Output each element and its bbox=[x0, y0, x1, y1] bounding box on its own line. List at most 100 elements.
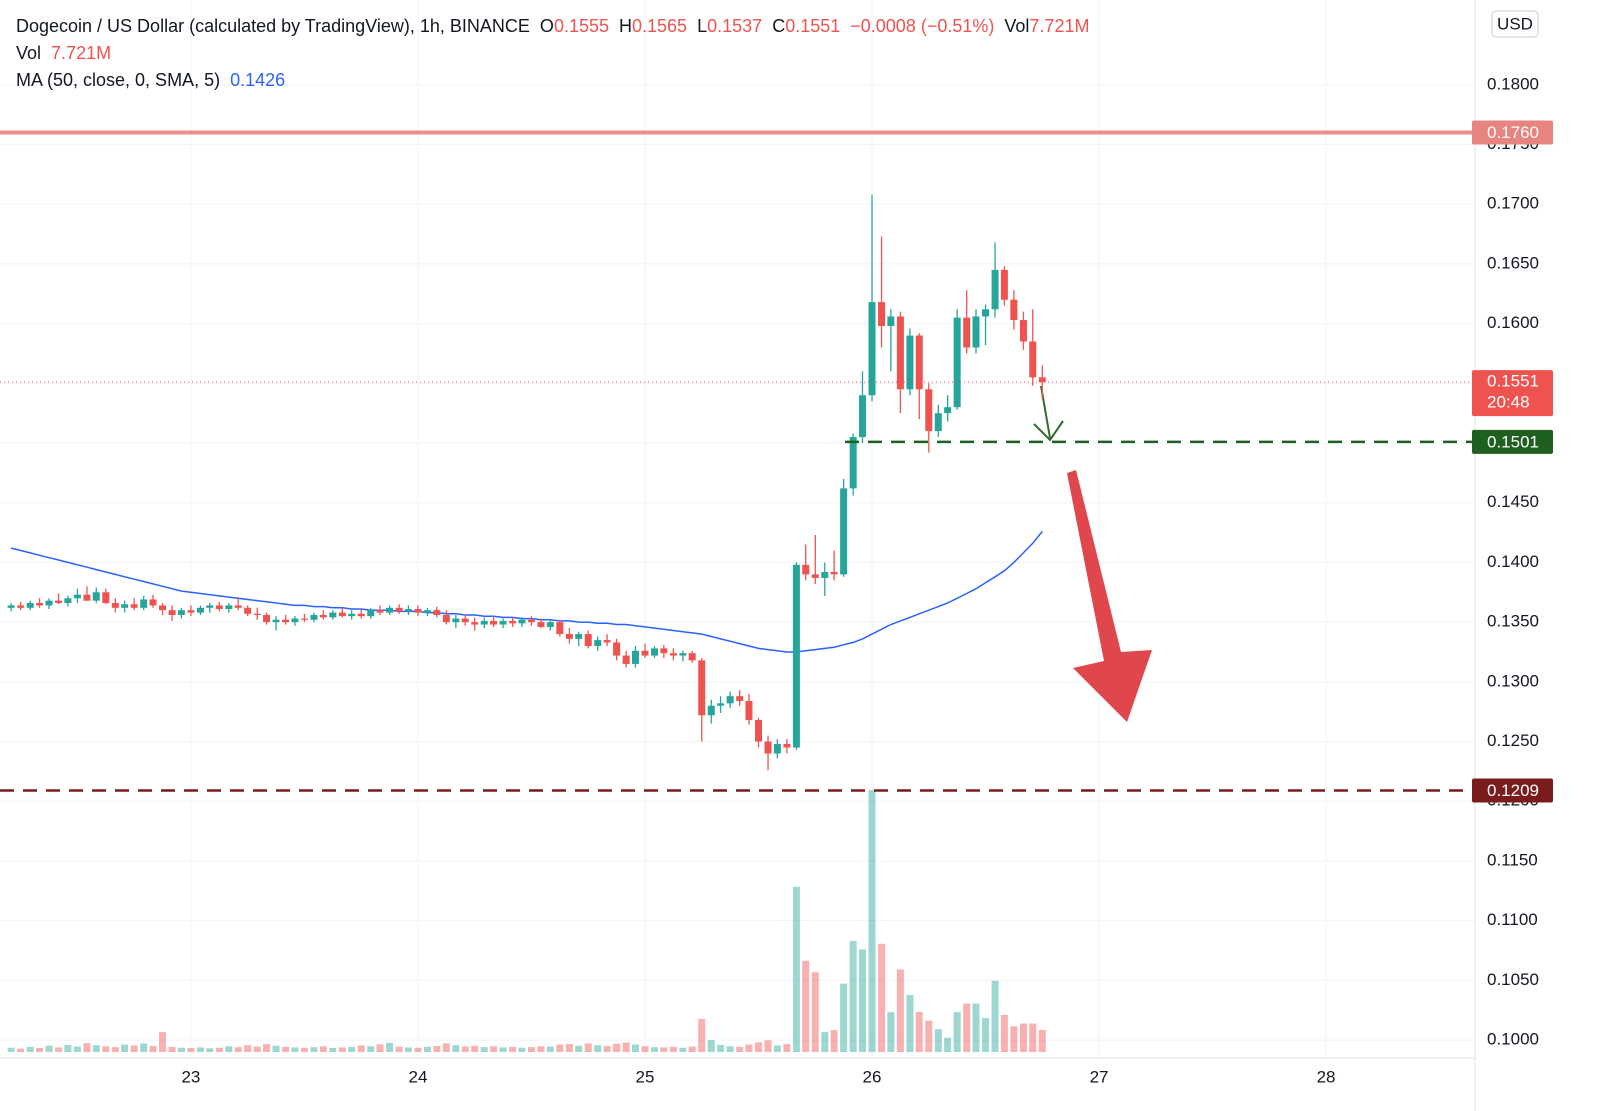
candle-body bbox=[896, 316, 904, 390]
volume-bar bbox=[130, 1045, 138, 1052]
candle-body bbox=[925, 389, 933, 432]
volume-bar bbox=[972, 1003, 980, 1052]
volume-bar bbox=[244, 1045, 252, 1052]
candle-body bbox=[906, 335, 914, 390]
candle-body bbox=[1029, 341, 1037, 378]
volume-bar bbox=[234, 1047, 242, 1052]
volume-bar bbox=[423, 1046, 431, 1052]
volume-bar bbox=[944, 1037, 952, 1052]
volume-bar bbox=[603, 1046, 611, 1052]
volume-bar bbox=[1010, 1026, 1018, 1052]
candle-body bbox=[830, 571, 838, 575]
volume-bar bbox=[849, 940, 857, 1052]
candle-body bbox=[376, 610, 384, 613]
volume-bar bbox=[707, 1040, 715, 1052]
candle-body bbox=[149, 599, 157, 606]
candle-body bbox=[386, 607, 394, 613]
volume-bar bbox=[338, 1047, 346, 1052]
annotations bbox=[1033, 385, 1152, 722]
volume-bar bbox=[55, 1047, 63, 1052]
volume-bar bbox=[792, 886, 800, 1052]
volume-bar bbox=[159, 1032, 167, 1052]
candle-body bbox=[764, 741, 772, 754]
candle-body bbox=[755, 720, 763, 742]
candle-body bbox=[282, 619, 290, 623]
candle-body bbox=[121, 604, 129, 608]
y-tick-label: 0.1150 bbox=[1487, 850, 1538, 869]
x-tick-label: 25 bbox=[636, 1067, 655, 1086]
candle-body bbox=[414, 609, 422, 613]
candle-body bbox=[83, 594, 91, 601]
volume-bar bbox=[556, 1044, 564, 1052]
candle-body bbox=[631, 650, 639, 664]
volume-bar bbox=[773, 1045, 781, 1052]
price-level-label: 0.1760 bbox=[1487, 123, 1539, 142]
price-level-tag bbox=[1472, 429, 1553, 454]
candle-body bbox=[348, 613, 356, 617]
candle-body bbox=[821, 571, 829, 578]
ma-line: MA (50, close, 0, SMA, 5) 0.1426 bbox=[16, 67, 1089, 94]
candle-body bbox=[868, 302, 876, 396]
price-level-label: 0.1209 bbox=[1487, 781, 1539, 800]
candle-body bbox=[404, 609, 412, 612]
candle-body bbox=[622, 655, 630, 664]
volume-bar bbox=[1000, 1014, 1008, 1052]
volume-bar bbox=[537, 1046, 545, 1052]
volume-bar bbox=[442, 1043, 450, 1052]
y-tick-label: 0.1700 bbox=[1487, 194, 1539, 213]
volume-bar bbox=[282, 1046, 290, 1052]
candle-body bbox=[726, 696, 734, 704]
volume-bar bbox=[802, 960, 810, 1052]
candle-body bbox=[792, 564, 800, 748]
volume-bar bbox=[821, 1032, 829, 1052]
volume-bar bbox=[925, 1020, 933, 1052]
volume-bar bbox=[679, 1047, 687, 1052]
change: −0.0008 (−0.51%) bbox=[850, 16, 995, 36]
candle-body bbox=[736, 696, 744, 701]
close-value: 0.1551 bbox=[785, 16, 841, 36]
volume-bar bbox=[461, 1046, 469, 1052]
volume-bar bbox=[906, 995, 914, 1052]
candle-body bbox=[291, 618, 299, 623]
low-value: 0.1537 bbox=[707, 16, 763, 36]
candle-body bbox=[575, 634, 583, 639]
candle-body bbox=[565, 634, 573, 639]
volume-bar bbox=[669, 1046, 677, 1052]
volume-bar bbox=[45, 1045, 53, 1052]
candle-body bbox=[310, 614, 318, 620]
candle-body bbox=[319, 614, 327, 618]
volume-bar bbox=[546, 1046, 554, 1052]
volume-bar bbox=[584, 1043, 592, 1052]
volume-bar bbox=[631, 1044, 639, 1052]
candle-body bbox=[499, 620, 507, 625]
header-line: Dogecoin / US Dollar (calculated by Trad… bbox=[16, 13, 1089, 40]
volume-bar bbox=[726, 1046, 734, 1052]
candle-body bbox=[651, 648, 659, 656]
candle-body bbox=[1010, 299, 1018, 321]
small-arrow-head bbox=[1033, 420, 1064, 442]
volume-bar bbox=[225, 1046, 233, 1052]
bearish-arrow bbox=[1067, 470, 1152, 722]
y-tick-label: 0.1800 bbox=[1487, 74, 1539, 93]
candle-body bbox=[982, 309, 990, 317]
y-tick-label: 0.1100 bbox=[1487, 910, 1538, 929]
x-tick-label: 24 bbox=[408, 1067, 427, 1086]
candle-body bbox=[613, 642, 621, 656]
candle-body bbox=[594, 640, 602, 647]
candle-body bbox=[546, 622, 554, 627]
candle-body bbox=[26, 603, 34, 608]
volume-bar bbox=[121, 1044, 129, 1052]
volume-bar bbox=[348, 1046, 356, 1052]
price-level-tag bbox=[1472, 778, 1553, 803]
ma-value: 0.1426 bbox=[230, 70, 286, 90]
volume-bar bbox=[878, 943, 886, 1052]
candle-body bbox=[168, 610, 176, 615]
volume-bar bbox=[613, 1043, 621, 1052]
candle-body bbox=[111, 603, 119, 608]
candle-body bbox=[196, 607, 204, 613]
candle-body bbox=[963, 317, 971, 348]
candle-body bbox=[688, 653, 696, 661]
volume-bar bbox=[17, 1048, 25, 1052]
